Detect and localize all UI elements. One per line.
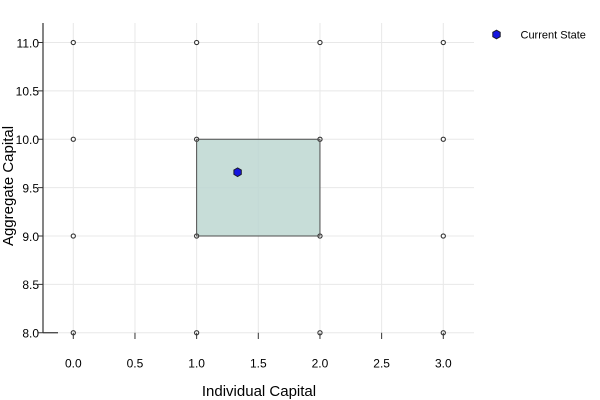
svg-text:9.0: 9.0	[22, 230, 39, 244]
svg-text:2.0: 2.0	[312, 357, 329, 371]
svg-text:Individual Capital: Individual Capital	[202, 383, 316, 400]
svg-text:1.5: 1.5	[250, 357, 267, 371]
svg-text:10.5: 10.5	[16, 85, 40, 99]
svg-text:1.0: 1.0	[188, 357, 205, 371]
svg-text:9.5: 9.5	[22, 181, 39, 195]
svg-text:0.0: 0.0	[65, 357, 82, 371]
svg-text:3.0: 3.0	[435, 357, 452, 371]
svg-text:11.0: 11.0	[17, 36, 40, 50]
svg-text:Current State: Current State	[521, 30, 586, 42]
svg-text:0.5: 0.5	[127, 357, 144, 371]
svg-text:Aggregate Capital: Aggregate Capital	[0, 126, 17, 246]
svg-text:8.5: 8.5	[22, 278, 39, 292]
svg-text:10.0: 10.0	[16, 133, 40, 147]
svg-text:8.0: 8.0	[22, 327, 39, 341]
svg-text:2.5: 2.5	[373, 357, 390, 371]
